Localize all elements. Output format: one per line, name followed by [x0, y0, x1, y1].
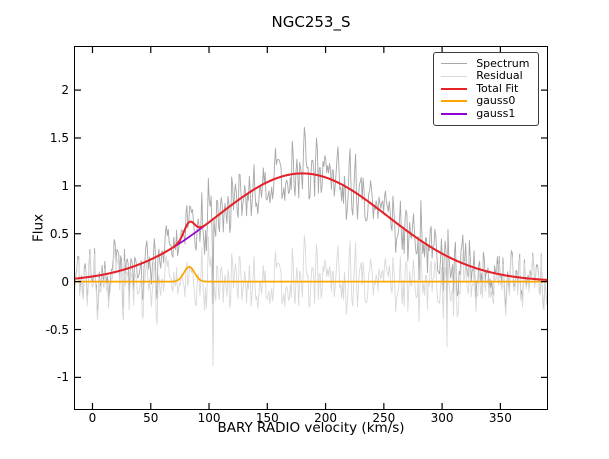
y-tick-label: 1.5	[49, 130, 69, 145]
y-tick-label: -0.5	[45, 322, 69, 337]
x-tick-label: 150	[255, 411, 279, 425]
legend-line-swatch	[441, 63, 468, 65]
y-tick-label: 2	[61, 83, 69, 98]
legend-entry: gauss0	[441, 95, 529, 108]
x-axis-label: BARY RADIO velocity (km/s)	[217, 420, 405, 436]
y-tick-label: 0.5	[49, 226, 69, 241]
legend-entry: Spectrum	[441, 56, 530, 71]
y-tick-label: 1	[61, 178, 69, 193]
x-tick-label: 350	[488, 411, 512, 425]
legend-label: gauss0	[476, 94, 516, 108]
legend-line-swatch	[441, 112, 468, 115]
legend-line-swatch	[441, 87, 468, 90]
x-tick-label: 250	[372, 411, 396, 425]
legend-label: gauss1	[476, 106, 516, 120]
x-tick-label: 100	[197, 411, 221, 425]
legend-line-swatch	[441, 75, 468, 77]
x-tick-label: 300	[430, 411, 454, 425]
legend-entry: Total Fit	[441, 81, 529, 96]
y-tick-label: -1	[57, 370, 69, 385]
legend-label: Residual	[476, 69, 523, 83]
x-tick-label: 200	[314, 411, 338, 425]
legend-label: Spectrum	[476, 56, 530, 70]
legend: Spectrum Residual Total Fit gauss0 gauss1	[433, 51, 539, 126]
y-tick-label: 0	[61, 274, 69, 289]
x-tick-label: 0	[88, 411, 97, 425]
legend-entry: gauss1	[441, 106, 529, 121]
plot-area: Spectrum Residual Total Fit gauss0 gauss1	[73, 45, 548, 410]
legend-entry: Residual	[441, 70, 529, 83]
x-tick-label: 50	[143, 411, 159, 425]
plot-title: NGC253_S	[271, 13, 351, 31]
legend-line-swatch	[441, 100, 468, 103]
legend-label: Total Fit	[476, 81, 519, 95]
